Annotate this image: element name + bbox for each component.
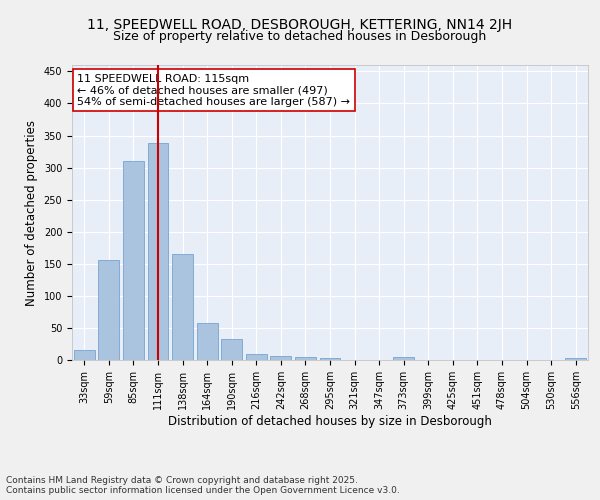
Bar [172,254,193,360]
Bar [565,358,586,360]
Bar [98,260,119,360]
Bar [295,357,316,360]
Bar [246,354,267,360]
Text: Size of property relative to detached houses in Desborough: Size of property relative to detached ho… [113,30,487,43]
Bar [271,356,292,360]
Bar [74,350,95,360]
Bar [123,161,144,360]
Text: 11 SPEEDWELL ROAD: 115sqm
← 46% of detached houses are smaller (497)
54% of semi: 11 SPEEDWELL ROAD: 115sqm ← 46% of detac… [77,74,350,107]
Text: 11, SPEEDWELL ROAD, DESBOROUGH, KETTERING, NN14 2JH: 11, SPEEDWELL ROAD, DESBOROUGH, KETTERIN… [88,18,512,32]
Bar [320,358,340,360]
Y-axis label: Number of detached properties: Number of detached properties [25,120,38,306]
X-axis label: Distribution of detached houses by size in Desborough: Distribution of detached houses by size … [168,414,492,428]
Bar [393,357,414,360]
Bar [221,340,242,360]
Bar [148,143,169,360]
Text: Contains HM Land Registry data © Crown copyright and database right 2025.
Contai: Contains HM Land Registry data © Crown c… [6,476,400,495]
Bar [197,324,218,360]
